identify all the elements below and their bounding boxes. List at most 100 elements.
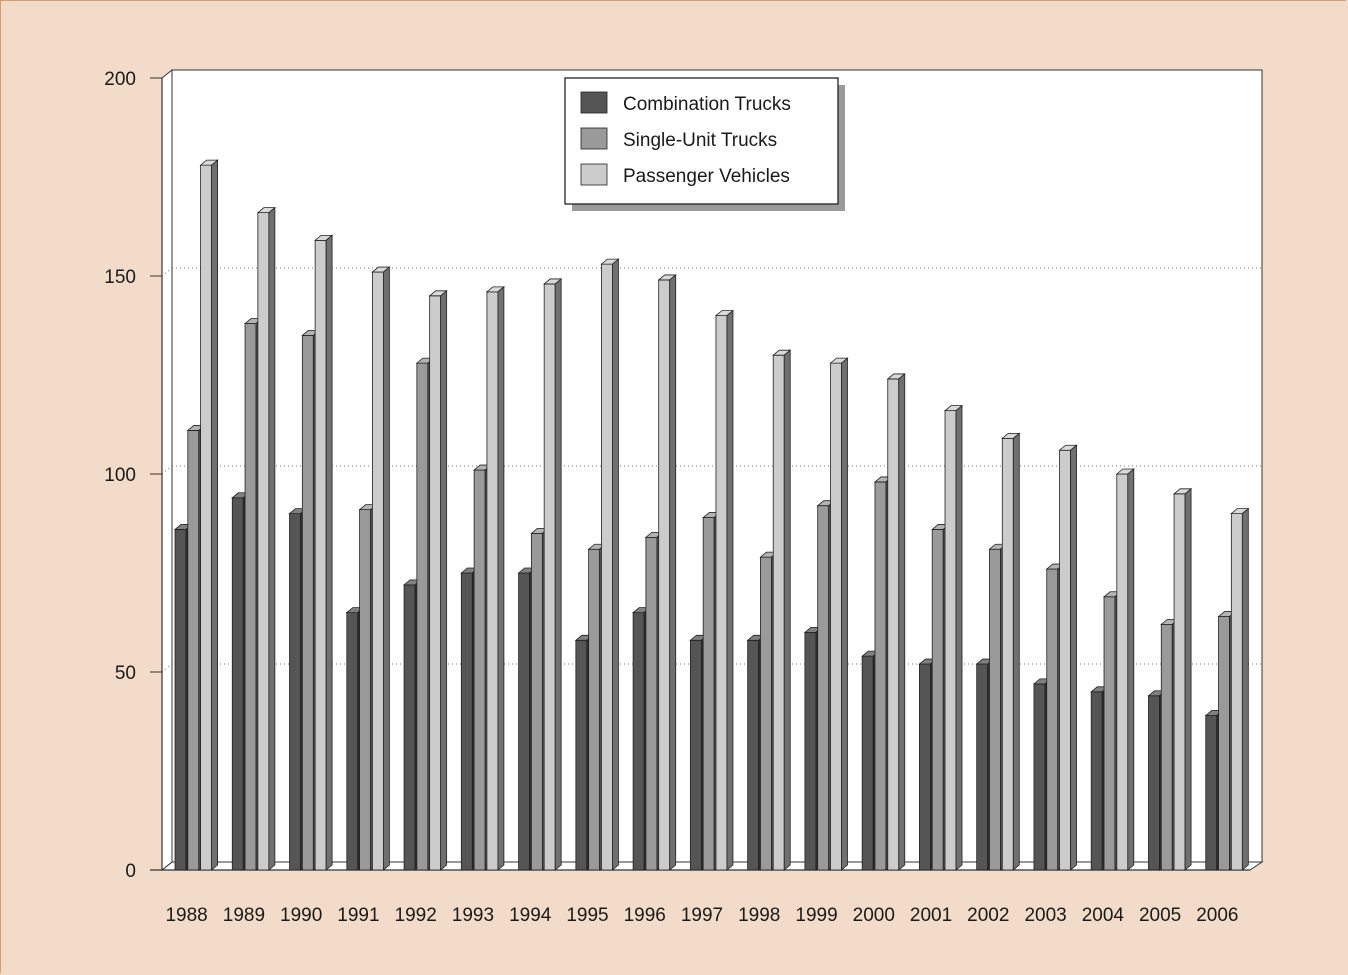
bar-front [1001,437,1014,871]
legend-swatch [580,127,608,150]
bar-side [1012,432,1020,871]
bar-front [486,291,499,871]
bar-front [174,529,187,871]
bar-front [518,572,530,871]
bar-front [1148,695,1160,871]
x-axis-ticks: 1988 1989 1990 1991 1992 1993 1994 1995 1996 1997… [165,905,1238,926]
bar-side [612,258,619,871]
x-tick-label: 2006 [1196,905,1238,926]
bar-side [841,357,848,871]
bar-front [1116,473,1129,871]
bar-front [1059,449,1071,871]
bar-front [1160,624,1173,871]
bar-front [1090,691,1103,871]
x-tick-label: 1989 [223,905,265,926]
bar-front [403,584,416,871]
bar-front [371,271,384,871]
legend-box [564,77,839,205]
legend-label: Passenger Vehicles [623,166,790,187]
bar-front [244,323,257,871]
bar-front [1103,596,1116,871]
bar-front [861,655,874,871]
bar [600,258,620,871]
legend-swatch [580,91,608,114]
bar-side [440,289,448,871]
bars [173,159,1250,871]
bar-front [760,556,772,871]
bar-side [325,234,333,871]
bar-front [314,239,327,871]
bar [543,278,563,871]
bar-side [1070,444,1077,871]
bar-front [1205,715,1218,871]
legend-label: Single-Unit Trucks [623,130,777,151]
x-tick-label: 2004 [1082,905,1125,926]
x-tick-label: 1990 [280,905,322,926]
bar-front [944,410,957,871]
bar-front [702,517,715,871]
x-tick-label: 1997 [681,905,723,926]
bar-front [543,283,556,871]
bar-front [1033,683,1046,871]
bar-front [575,639,588,871]
bar-front [874,481,887,871]
legend-swatch [580,163,608,186]
bar-front [1173,493,1186,871]
bar [1230,507,1250,871]
bar-side [211,159,219,871]
bar-front [919,663,931,871]
bar [1058,444,1078,871]
bar-front [931,529,944,871]
bar-front [530,533,543,871]
bar [485,285,506,871]
bar [772,349,792,871]
bar-side [1127,468,1135,871]
bar [829,357,849,871]
bar-side [1241,507,1249,871]
x-tick-label: 1995 [566,905,608,926]
bar-front [817,505,830,871]
x-tick-label: 1991 [337,905,379,926]
bar-front [804,632,817,871]
bar-front [429,295,442,871]
x-tick-label: 1998 [738,905,780,926]
x-tick-label: 1993 [452,905,494,926]
bar-front [289,513,301,871]
bar-front [257,212,270,871]
y-tick-label: 100 [104,465,136,486]
bar-side [726,309,734,871]
bar-front [887,378,900,871]
bar [943,404,964,871]
y-axis-ticks: 0 50 100 150 200 [104,69,162,882]
bar-front [715,315,728,871]
x-tick-label: 2000 [853,905,895,926]
bar-front [658,279,671,871]
y-tick-label: 150 [104,267,136,288]
bar-side [497,285,505,871]
bar [657,274,677,871]
bar-front [689,639,702,871]
bar-front [346,612,359,871]
bar-front [359,509,371,871]
bar [714,309,735,871]
bar-side [783,349,791,871]
x-tick-label: 1994 [509,905,552,926]
legend-label: Combination Trucks [623,94,791,115]
x-tick-label: 1996 [624,905,666,926]
bar-front [976,663,989,871]
bar-front [231,497,244,871]
plot-side-wall [161,68,173,872]
bar [199,159,219,871]
bar [886,373,906,871]
bar-front [460,572,473,871]
bar-front [645,536,658,871]
bar-front [187,430,200,871]
bar [1115,468,1135,871]
bar-side [669,274,677,871]
bar-front [1218,616,1230,871]
bar-front [632,612,645,871]
y-tick-label: 0 [125,861,136,882]
legend: Combination Trucks Single-Unit Trucks Pass… [564,77,845,211]
